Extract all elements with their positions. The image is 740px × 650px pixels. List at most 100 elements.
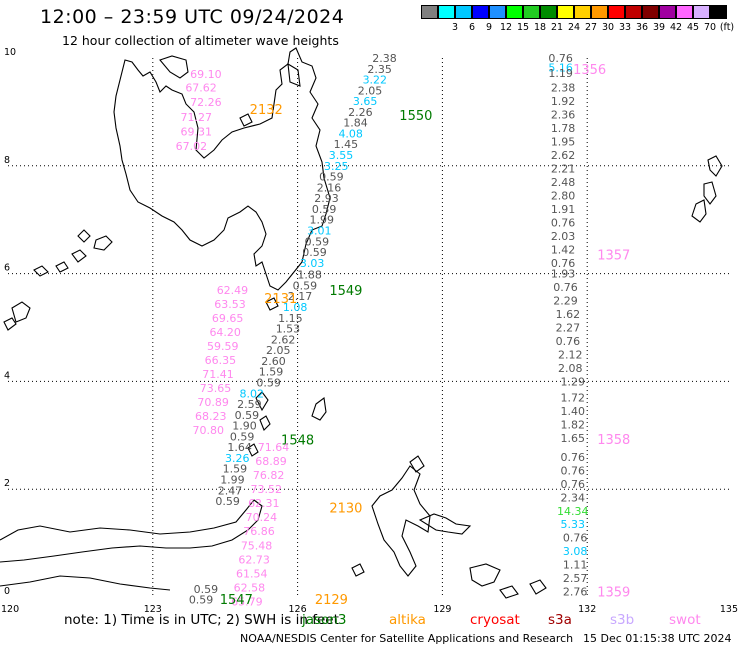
wave-height-value: 0.76	[551, 257, 576, 270]
legend-label: 9	[485, 22, 493, 33]
wave-height-value: 2.05	[266, 344, 291, 357]
wave-height-value: 14.34	[557, 505, 589, 518]
lat-lon-grid	[8, 58, 732, 597]
pass-number-label: 1356	[573, 63, 606, 78]
wave-height-value: 2.93	[314, 192, 339, 205]
track-1549: 1.880.592.171.081.151.532.622.052.601.59…	[256, 269, 362, 390]
wave-height-value: 0.76	[556, 335, 581, 348]
wave-height-value: 3.65	[353, 95, 378, 108]
legend-swatch	[608, 5, 625, 19]
satellite-s3a-label: s3a	[548, 612, 572, 628]
wave-height-value: 0.76	[560, 478, 585, 491]
wave-height-value: 0.76	[560, 451, 585, 464]
legend-swatch	[659, 5, 676, 19]
legend-label: 21	[550, 22, 564, 33]
wave-height-value: 2.38	[551, 82, 576, 95]
pass-number-label: 2132	[250, 103, 283, 118]
lat-tick-label: 0	[4, 586, 10, 597]
wave-height-value: 70.24	[246, 511, 278, 524]
wave-height-value: 0.76	[560, 464, 585, 477]
wave-height-value: 0.76	[551, 216, 576, 229]
legend-label: 45	[686, 22, 700, 33]
legend-swatch	[625, 5, 642, 19]
track-2129: 2129	[315, 593, 348, 608]
wave-height-value: 1.99	[220, 473, 245, 486]
sulu-3	[33, 265, 49, 277]
lon-tick-label: 135	[720, 604, 738, 615]
pass-number-label: 1550	[399, 109, 432, 124]
track-1359: 0.760.760.762.3414.345.330.763.081.112.5…	[557, 451, 630, 601]
wave-height-value: 63.53	[214, 298, 246, 311]
legend-swatch	[557, 5, 574, 19]
wave-height-value: 0.76	[553, 281, 578, 294]
chart-title: 12:00 – 23:59 UTC 09/24/2024	[40, 6, 345, 28]
legend-swatch	[523, 5, 540, 19]
footnote-prefix: note:	[64, 612, 99, 628]
wave-height-value: 2.47	[218, 484, 243, 497]
legend-label: 27	[584, 22, 598, 33]
pass-number-label: 1547	[220, 593, 253, 608]
palau-2	[703, 181, 717, 205]
wave-height-value: 1.62	[556, 308, 581, 321]
zamboanga-islands	[77, 229, 91, 243]
wave-height-value: 2.36	[551, 109, 576, 122]
wave-height-value: 1.91	[551, 203, 576, 216]
wave-height-value: 1.78	[551, 122, 576, 135]
wave-height-value: 71.27	[180, 111, 212, 124]
camiguin	[239, 113, 253, 127]
wave-height-value: 2.27	[556, 322, 581, 335]
sulu-2	[55, 261, 69, 273]
sangihe-3	[247, 443, 259, 457]
lon-tick-label: 123	[144, 604, 162, 615]
batanta	[499, 585, 519, 599]
wave-height-value: 2.59	[237, 398, 262, 411]
legend-label: 36	[635, 22, 649, 33]
wave-height-value: 65.79	[231, 595, 263, 608]
track-1357: 2.381.922.361.781.952.622.212.482.801.91…	[551, 82, 630, 270]
legend-swatch	[455, 5, 472, 19]
legend-swatch	[506, 5, 523, 19]
lon-tick-label: 132	[578, 604, 596, 615]
wave-height-value: 5.16	[548, 62, 573, 75]
satellite-swot-label: swot	[669, 612, 701, 628]
legend-swatch	[693, 5, 710, 19]
wave-height-value: 4.08	[338, 127, 363, 140]
legend-swatch	[574, 5, 591, 19]
wave-height-value: 1.53	[276, 323, 301, 336]
wave-height-value: 69.10	[190, 68, 222, 81]
legend-swatch	[642, 5, 659, 19]
wave-height-value: 70.89	[197, 396, 229, 409]
wave-height-value: 1.90	[232, 420, 257, 433]
legend-label: (ft)	[719, 22, 735, 33]
wave-height-value: 1.40	[560, 405, 585, 418]
legend-label: 30	[601, 22, 615, 33]
wave-height-value: 2.17	[288, 290, 313, 303]
wave-height-value: 1.99	[309, 214, 334, 227]
pass-number-label: 1549	[329, 284, 362, 299]
wave-height-value: 67.62	[185, 82, 217, 95]
legend-swatch	[591, 5, 608, 19]
wave-height-value: 2.16	[317, 181, 342, 194]
wave-height-value: 1.59	[223, 463, 248, 476]
footer-timestamp: 15 Dec 01:15:38 UTC 2024	[583, 632, 732, 645]
pass-number-label: 1548	[281, 434, 314, 449]
wave-height-value: 0.59	[194, 583, 219, 596]
wave-height-value: 3.22	[363, 74, 388, 87]
track-1547: 0.590.59 1547	[189, 583, 253, 608]
halmahera-west	[371, 465, 431, 577]
mindanao-coast	[113, 47, 331, 291]
wave-height-value: 72.26	[190, 96, 222, 109]
legend-swatch	[421, 5, 438, 19]
wave-height-value: 0.59	[312, 203, 337, 216]
wave-height-value: 3.08	[563, 545, 588, 558]
wave-height-value: 71.64	[258, 441, 290, 454]
satellite-altika-label: altika	[389, 612, 426, 628]
wave-height-value: 1.29	[560, 375, 585, 388]
legend-label: 24	[567, 22, 581, 33]
wave-height-value: 70.80	[193, 424, 225, 437]
wave-height-value: 1.88	[297, 269, 322, 282]
negros-tip	[159, 55, 189, 79]
legend-swatch	[710, 5, 727, 19]
satellite-jason3-label: jason3	[302, 612, 347, 628]
